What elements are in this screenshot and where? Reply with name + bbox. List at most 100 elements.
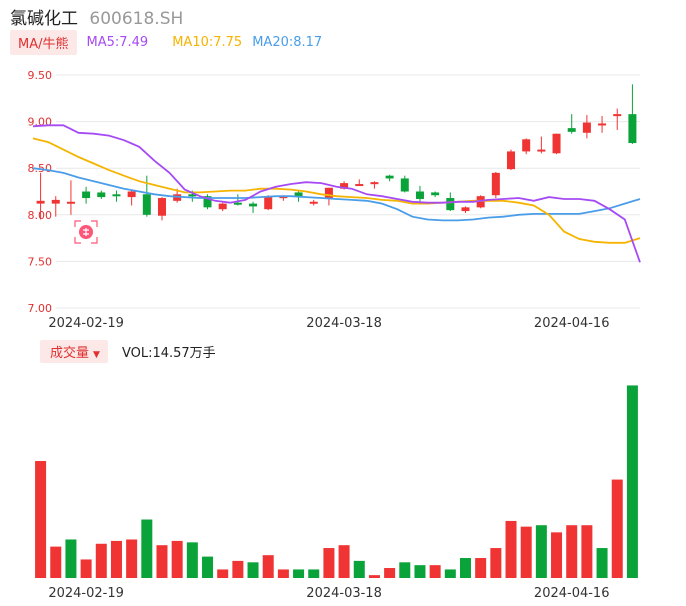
volume-bar	[141, 519, 153, 578]
volume-toggle-label: 成交量	[50, 345, 90, 361]
volume-bar	[475, 558, 487, 578]
candle-body	[461, 207, 470, 212]
candle-body	[112, 194, 121, 197]
marker-frame	[74, 220, 98, 244]
candle-body	[66, 201, 75, 204]
volume-bar	[217, 569, 229, 578]
volume-bar	[110, 540, 122, 578]
volume-bar	[414, 565, 426, 578]
ma20-line	[32, 167, 641, 222]
candle-body	[613, 114, 622, 117]
candle-body	[567, 128, 576, 132]
volume-bar	[232, 560, 244, 578]
volume-bar	[247, 562, 259, 578]
candle-body	[431, 192, 440, 196]
caret-down-icon: ▼	[93, 349, 100, 360]
volume-bar	[35, 461, 47, 578]
volume-bar	[308, 569, 320, 578]
price-x-tick-label: 2024-03-18	[306, 316, 382, 331]
volume-bar	[520, 526, 532, 578]
volume-bar	[505, 520, 517, 578]
volume-bar	[156, 545, 168, 578]
volume-value: VOL:14.57万手	[121, 345, 216, 361]
stock-title: 氯碱化工 600618.SH	[10, 4, 183, 29]
candle-body	[552, 133, 561, 154]
price-x-tick-label: 2024-04-16	[534, 316, 610, 331]
candle-body	[355, 184, 364, 187]
candle-body	[324, 187, 333, 199]
volume-bar	[171, 540, 183, 578]
volume-bar	[581, 525, 593, 578]
volume-bar	[596, 548, 608, 578]
volume-x-tick-label: 2024-03-18	[306, 586, 382, 601]
price-x-tick-label: 2024-02-19	[48, 316, 124, 331]
candle-body	[582, 122, 591, 133]
volume-x-tick-label: 2024-04-16	[534, 586, 610, 601]
ma-legend: MA/牛熊 MA5:7.49 MA10:7.75 MA20:8.17	[10, 29, 323, 55]
volume-bar	[186, 542, 198, 578]
volume-bar	[429, 565, 441, 578]
volume-bar	[262, 555, 274, 578]
y-tick-label: 7.50	[28, 255, 53, 268]
ma20-legend: MA20:8.17	[252, 34, 323, 50]
candle-body	[203, 196, 212, 208]
ma5-line	[32, 124, 641, 263]
candle-body	[233, 202, 242, 205]
candle-body	[173, 194, 182, 201]
candle-body	[400, 178, 409, 192]
candle-body	[522, 139, 531, 152]
candle-body	[537, 149, 546, 152]
volume-bar	[50, 546, 62, 578]
volume-bar	[126, 539, 138, 578]
candle-body	[127, 191, 136, 198]
candle-body	[142, 194, 151, 215]
candle-body	[507, 151, 516, 170]
y-tick-label: 8.00	[28, 209, 53, 222]
volume-bar	[459, 558, 471, 578]
candle-body	[446, 198, 455, 211]
volume-legend: 成交量 ▼ VOL:14.57万手	[40, 339, 216, 363]
ma5-legend: MA5:7.49	[86, 34, 149, 50]
candle-body	[218, 203, 227, 210]
volume-bar	[399, 562, 411, 578]
candle-body	[385, 175, 394, 179]
volume-bar	[202, 556, 214, 578]
volume-bar	[384, 568, 396, 578]
volume-bar	[566, 525, 578, 578]
volume-bar	[293, 569, 305, 578]
candle-body	[340, 183, 349, 189]
volume-bar	[611, 479, 623, 578]
volume-bar	[323, 548, 335, 578]
stock-code: 600618.SH	[89, 9, 184, 29]
volume-bar	[626, 385, 638, 578]
candle-body	[279, 196, 288, 199]
volume-bar	[65, 539, 77, 578]
volume-bar	[535, 525, 547, 578]
volume-indicator-toggle[interactable]: 成交量 ▼	[40, 339, 108, 363]
candle-body	[598, 123, 607, 126]
ma10-line	[32, 137, 641, 244]
volume-bar	[490, 548, 502, 578]
ma10-legend: MA10:7.75	[172, 34, 243, 50]
y-tick-label: 9.50	[28, 69, 53, 82]
candle-body	[294, 192, 303, 197]
volume-bar	[95, 543, 107, 578]
candle-body	[628, 114, 637, 144]
candle-body	[36, 200, 45, 204]
volume-bar	[277, 569, 289, 578]
candle-body	[157, 198, 166, 216]
candle-body	[370, 182, 379, 185]
candle-body	[51, 199, 60, 204]
volume-bar	[444, 569, 456, 578]
marker-glyph	[83, 228, 89, 236]
volume-bar	[353, 560, 365, 578]
volume-bar	[80, 559, 92, 578]
candle-body	[249, 203, 258, 207]
volume-x-tick-label: 2024-02-19	[48, 586, 124, 601]
candle-body	[97, 192, 106, 198]
bull-bear-marker-icon	[74, 220, 98, 244]
candle-body	[264, 196, 273, 210]
ma-indicator-toggle[interactable]: MA/牛熊	[10, 29, 77, 55]
y-tick-label: 7.00	[28, 302, 53, 315]
